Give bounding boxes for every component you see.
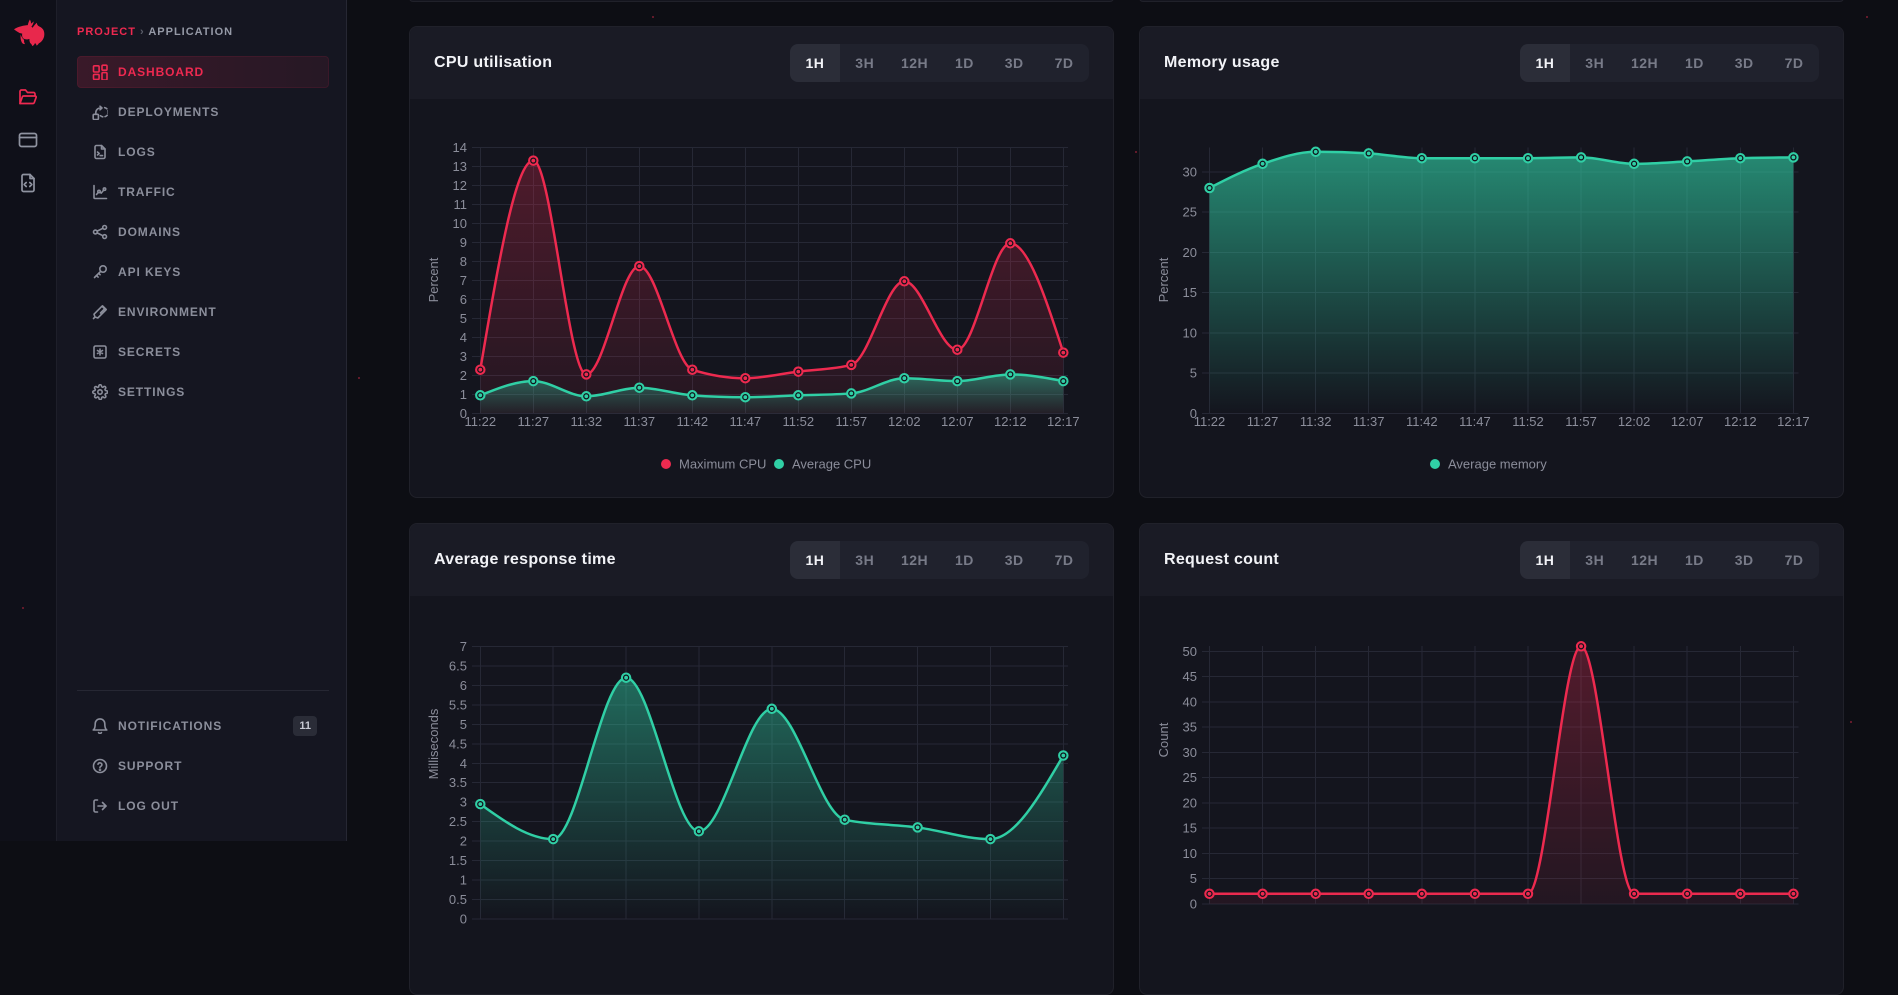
svg-text:Percent: Percent	[426, 257, 441, 302]
svg-text:9: 9	[460, 235, 467, 250]
svg-text:Maximum CPU: Maximum CPU	[679, 457, 766, 472]
svg-text:20: 20	[1183, 795, 1197, 810]
svg-text:2.5: 2.5	[449, 814, 467, 829]
svg-text:1.5: 1.5	[449, 853, 467, 868]
svg-text:11:27: 11:27	[518, 414, 550, 429]
svg-text:11:22: 11:22	[465, 414, 497, 429]
svg-text:25: 25	[1183, 205, 1197, 220]
svg-text:40: 40	[1183, 694, 1197, 709]
svg-text:11:37: 11:37	[624, 414, 656, 429]
svg-text:3: 3	[460, 349, 467, 364]
svg-text:5.5: 5.5	[449, 698, 467, 713]
svg-text:6: 6	[460, 292, 467, 307]
svg-text:11:32: 11:32	[571, 414, 603, 429]
svg-text:30: 30	[1183, 164, 1197, 179]
svg-text:1: 1	[460, 872, 467, 887]
svg-text:12:12: 12:12	[1724, 414, 1757, 429]
svg-text:0.5: 0.5	[449, 892, 467, 907]
svg-text:0: 0	[1190, 896, 1197, 911]
svg-text:25: 25	[1183, 770, 1197, 785]
svg-text:20: 20	[1183, 245, 1197, 260]
svg-text:11:37: 11:37	[1353, 414, 1385, 429]
svg-text:12:02: 12:02	[1618, 414, 1651, 429]
svg-text:Percent: Percent	[1156, 257, 1171, 302]
svg-text:0: 0	[460, 911, 467, 926]
svg-text:30: 30	[1183, 745, 1197, 760]
svg-text:12:07: 12:07	[941, 414, 974, 429]
svg-text:12:17: 12:17	[1047, 414, 1080, 429]
svg-text:12:12: 12:12	[994, 414, 1027, 429]
svg-text:10: 10	[1183, 846, 1197, 861]
svg-text:5: 5	[460, 311, 467, 326]
svg-text:12:07: 12:07	[1671, 414, 1704, 429]
svg-text:Milliseconds: Milliseconds	[426, 708, 441, 779]
svg-text:2: 2	[460, 368, 467, 383]
svg-text:Count: Count	[1156, 722, 1171, 757]
svg-text:11:57: 11:57	[836, 414, 868, 429]
svg-text:50: 50	[1183, 644, 1197, 659]
svg-text:0: 0	[1190, 406, 1197, 421]
svg-text:11:52: 11:52	[783, 414, 815, 429]
svg-text:11:27: 11:27	[1247, 414, 1279, 429]
svg-text:11:47: 11:47	[730, 414, 762, 429]
svg-text:Average memory: Average memory	[1448, 457, 1547, 472]
svg-text:5: 5	[1190, 366, 1197, 381]
svg-text:12:17: 12:17	[1777, 414, 1810, 429]
svg-text:Average CPU: Average CPU	[792, 457, 871, 472]
svg-text:12:02: 12:02	[888, 414, 921, 429]
svg-text:0: 0	[460, 406, 467, 421]
svg-text:11:22: 11:22	[1194, 414, 1226, 429]
svg-text:5: 5	[1190, 871, 1197, 886]
svg-text:45: 45	[1183, 669, 1197, 684]
svg-text:10: 10	[453, 216, 467, 231]
svg-text:5: 5	[460, 717, 467, 732]
svg-text:15: 15	[1183, 821, 1197, 836]
svg-text:11:32: 11:32	[1300, 414, 1332, 429]
svg-text:35: 35	[1183, 720, 1197, 735]
svg-text:11: 11	[454, 197, 468, 212]
svg-text:4.5: 4.5	[449, 736, 467, 751]
svg-text:6: 6	[460, 678, 467, 693]
svg-text:3.5: 3.5	[449, 775, 467, 790]
svg-text:11:42: 11:42	[677, 414, 709, 429]
svg-text:11:52: 11:52	[1512, 414, 1544, 429]
svg-text:8: 8	[460, 254, 467, 269]
svg-text:2: 2	[460, 834, 467, 849]
svg-text:3: 3	[460, 795, 467, 810]
svg-text:7: 7	[460, 639, 467, 654]
svg-text:4: 4	[460, 756, 467, 771]
svg-text:4: 4	[460, 330, 467, 345]
svg-text:12: 12	[453, 178, 467, 193]
svg-text:13: 13	[453, 159, 467, 174]
svg-text:11:42: 11:42	[1406, 414, 1438, 429]
svg-text:1: 1	[460, 387, 467, 402]
svg-text:6.5: 6.5	[449, 659, 467, 674]
svg-text:10: 10	[1183, 325, 1197, 340]
svg-text:11:47: 11:47	[1459, 414, 1491, 429]
svg-text:15: 15	[1183, 285, 1197, 300]
svg-text:14: 14	[453, 140, 467, 155]
svg-text:11:57: 11:57	[1565, 414, 1597, 429]
svg-text:7: 7	[460, 273, 467, 288]
